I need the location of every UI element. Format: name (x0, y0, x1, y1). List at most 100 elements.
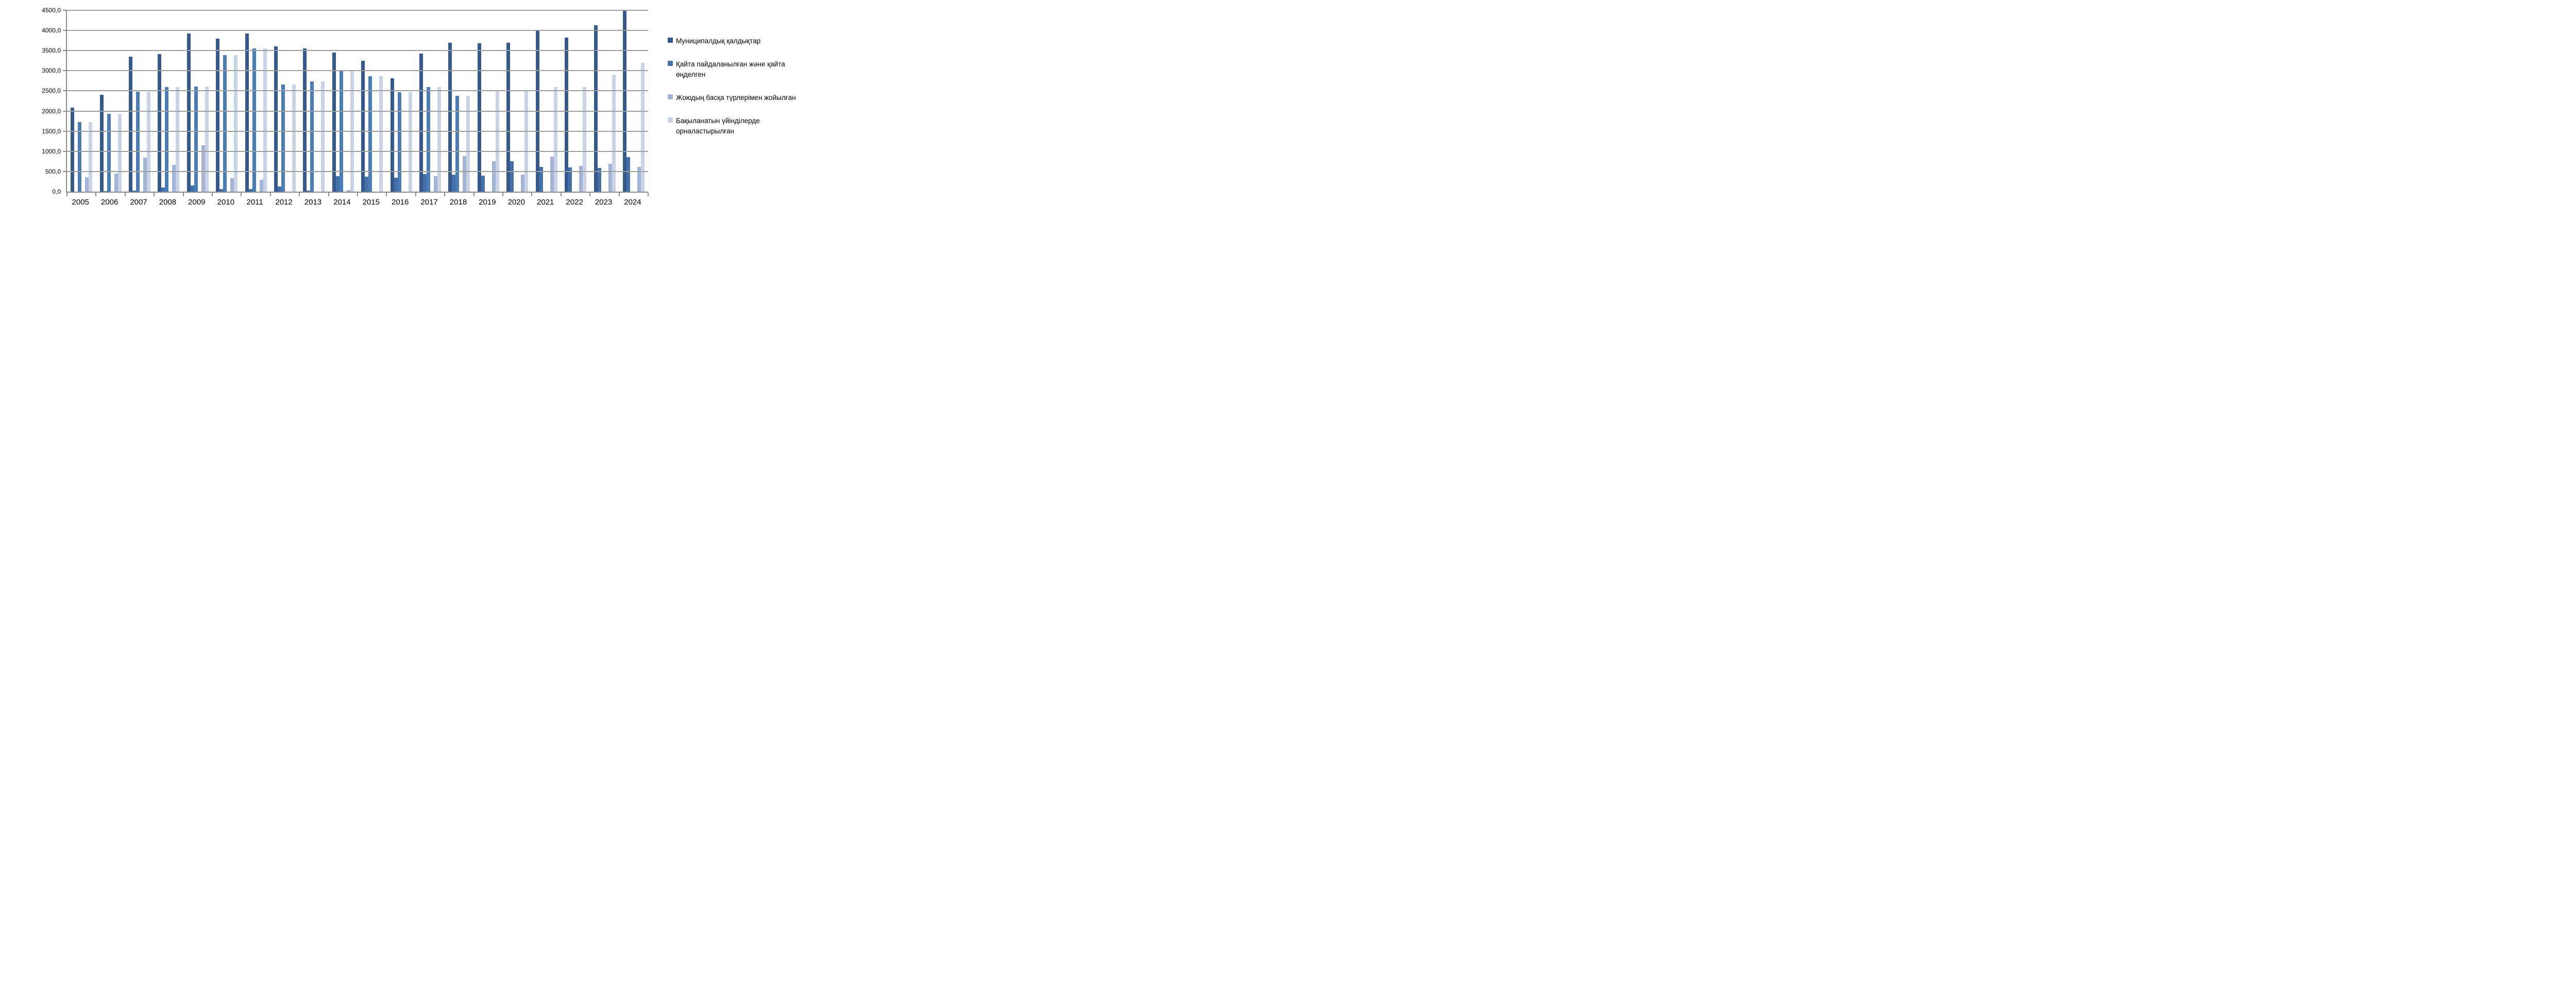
bar-2009-landfilled (205, 87, 209, 192)
y-tick-label: 1500,0 (42, 127, 61, 135)
bar-2017-landfilled (437, 87, 442, 192)
bar-2021-other_disposal (550, 157, 554, 192)
bar-2017-municipal (419, 54, 423, 192)
bar-2007-other_disposal (143, 158, 147, 192)
bar-2022-other_disposal (579, 166, 583, 192)
bar-2005-landfilled (89, 122, 93, 192)
bar-2009-municipal (187, 33, 191, 192)
bar-2015-middle_unlabeled (368, 76, 372, 192)
x-axis-tick (212, 193, 213, 196)
y-axis-tick (63, 10, 67, 11)
bar-2011-recycled (248, 189, 252, 192)
bar-2013-municipal (303, 48, 307, 192)
bar-2006-landfilled (117, 114, 122, 192)
bar-2006-municipal (99, 95, 104, 192)
y-tick-label: 3500,0 (42, 47, 61, 55)
bar-group-2018 (445, 10, 473, 192)
bar-2022-municipal (565, 38, 569, 192)
bar-group-2021 (532, 10, 561, 192)
legend-label-landfilled: Бақыланатын үйінділерде орналастырылған (676, 117, 760, 135)
y-tick-label: 2500,0 (42, 87, 61, 95)
legend-swatch-recycled (668, 61, 673, 66)
bar-2011-middle_unlabeled (252, 48, 256, 192)
legend-item-municipal: Муниципалдық қалдықтар (668, 36, 822, 46)
x-axis-tick (618, 193, 620, 196)
x-axis-tick (241, 193, 242, 196)
x-axis-label-2007: 2007 (130, 198, 147, 207)
bar-2022-landfilled (583, 87, 587, 192)
gridline (67, 90, 648, 92)
gridline (67, 30, 648, 31)
bar-2011-municipal (245, 33, 249, 192)
bar-2018-other_disposal (463, 156, 467, 192)
bar-2008-recycled (161, 188, 165, 192)
x-axis-label-2022: 2022 (566, 198, 583, 207)
bar-2016-middle_unlabeled (397, 92, 401, 192)
bar-2016-landfilled (408, 92, 412, 192)
bar-2018-municipal (448, 43, 452, 192)
bar-2012-landfilled (292, 84, 296, 192)
bar-2011-landfilled (263, 48, 267, 192)
x-axis-label-2015: 2015 (362, 198, 380, 207)
bar-groups (67, 10, 648, 192)
bar-2014-recycled (335, 176, 340, 192)
x-axis-label-2019: 2019 (479, 198, 496, 207)
y-axis-tick (63, 30, 67, 31)
legend-label-other-disposal: Жоюдың басқа түрлерімен жойылған (676, 94, 796, 101)
bar-2021-landfilled (553, 87, 557, 192)
bar-2006-other_disposal (114, 174, 118, 192)
bar-group-2011 (241, 10, 270, 192)
bar-2009-recycled (190, 185, 194, 192)
x-axis-label-2012: 2012 (275, 198, 293, 207)
bar-2006-recycled (103, 191, 107, 192)
x-axis-label-2009: 2009 (188, 198, 206, 207)
bar-2007-middle_unlabeled (136, 92, 140, 192)
legend: Муниципалдық қалдықтар Қайта пайдаланылғ… (668, 36, 822, 149)
legend-swatch-other-disposal (668, 94, 673, 99)
bar-group-2020 (503, 10, 532, 192)
bar-group-2007 (125, 10, 154, 192)
y-axis-tick (63, 110, 67, 112)
bar-2010-municipal (216, 39, 220, 192)
bar-2023-recycled (597, 168, 601, 192)
bar-2010-landfilled (234, 55, 238, 192)
plot-area (63, 10, 649, 196)
bar-2008-municipal (158, 54, 162, 192)
x-axis-tick (299, 193, 300, 196)
bar-group-2022 (561, 10, 590, 192)
gridline (67, 110, 648, 112)
bar-2015-recycled (365, 177, 369, 192)
y-tick-label: 4000,0 (42, 27, 61, 35)
x-axis-tick (269, 193, 271, 196)
x-axis-tick (357, 193, 358, 196)
bar-group-2009 (183, 10, 212, 192)
x-axis-tick (66, 193, 67, 196)
gridline (67, 171, 648, 172)
x-axis-label-2020: 2020 (507, 198, 525, 207)
bar-2018-landfilled (466, 96, 470, 192)
bar-2023-landfilled (612, 75, 616, 192)
bar-2005-municipal (71, 108, 75, 192)
bar-2009-middle_unlabeled (194, 87, 198, 192)
bar-2019-landfilled (495, 90, 499, 192)
x-axis-label-2018: 2018 (449, 198, 467, 207)
gridline (67, 130, 648, 132)
bar-2008-landfilled (176, 87, 180, 192)
x-axis-label-2014: 2014 (333, 198, 351, 207)
bar-2012-recycled (278, 186, 282, 192)
y-tick-label: 4500,0 (42, 7, 61, 14)
gridline (67, 50, 648, 52)
bar-2018-middle_unlabeled (455, 96, 460, 192)
bar-2024-other_disposal (637, 167, 641, 192)
bar-2005-other_disposal (85, 177, 89, 192)
x-axis-tick (502, 193, 503, 196)
x-axis-label-2005: 2005 (72, 198, 89, 207)
bar-group-2012 (270, 10, 299, 192)
x-axis-tick (473, 193, 474, 196)
y-axis-tick (63, 130, 67, 132)
y-axis-tick (63, 150, 67, 152)
bar-2005-middle_unlabeled (78, 122, 82, 192)
x-axis-tick (648, 193, 649, 196)
bar-group-2013 (299, 10, 328, 192)
x-axis-label-2016: 2016 (391, 198, 409, 207)
